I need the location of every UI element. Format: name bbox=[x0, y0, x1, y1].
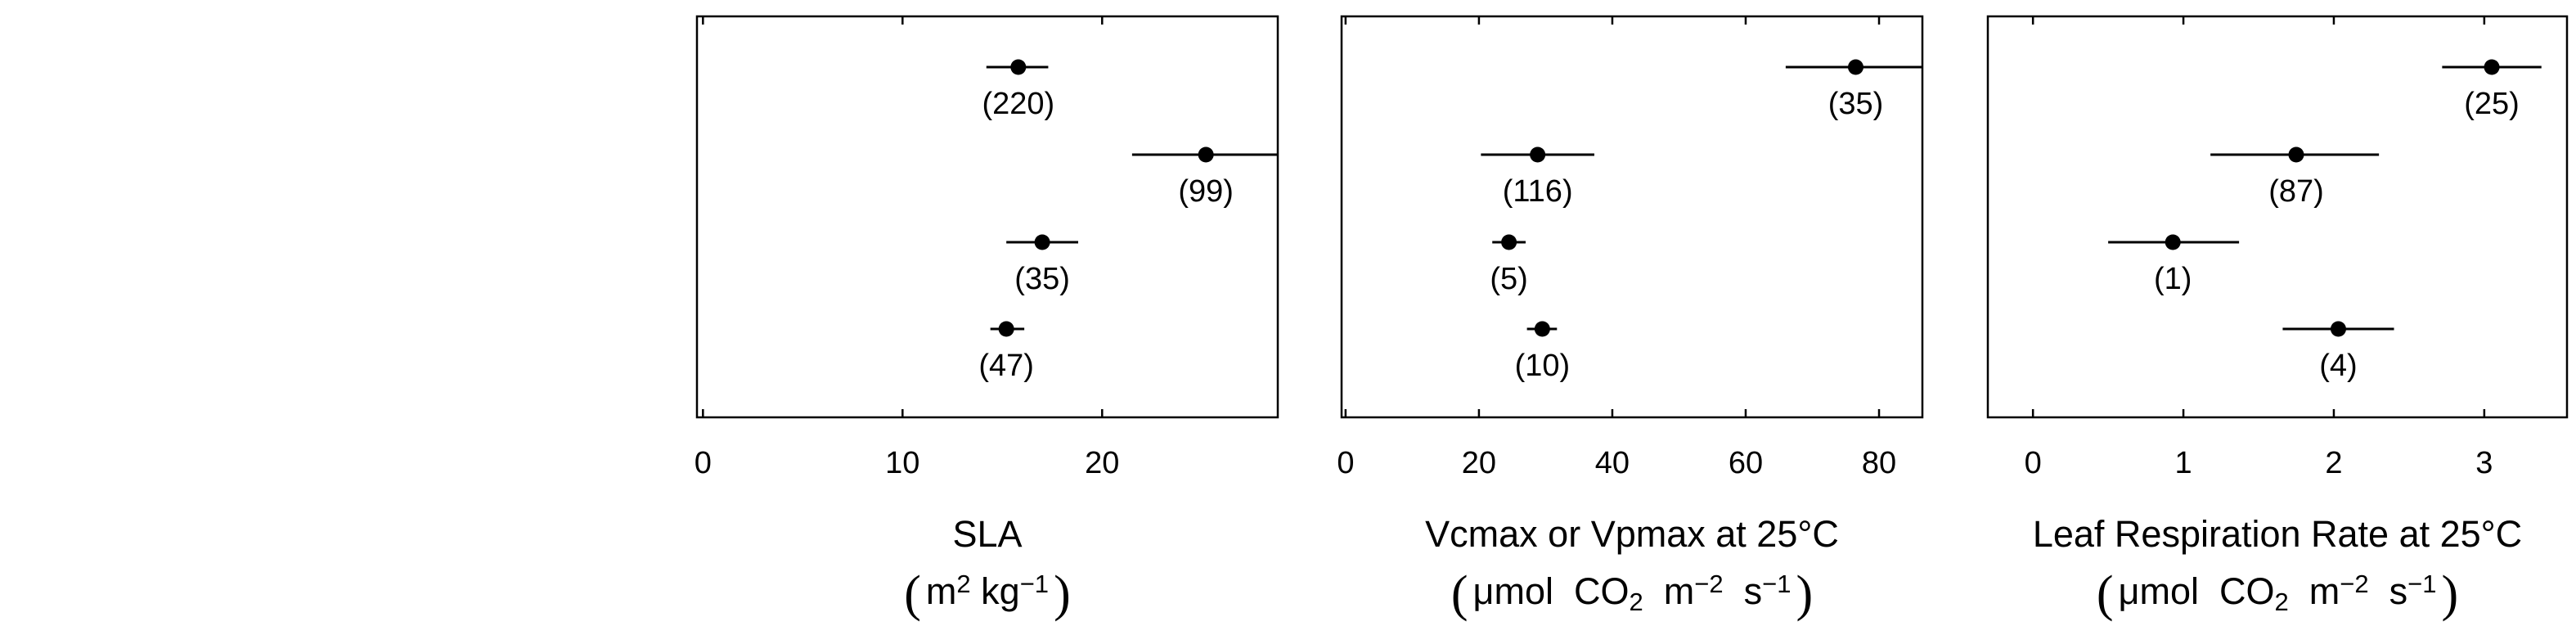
plot-frame bbox=[1340, 15, 1924, 419]
unit-part: −2 bbox=[2340, 570, 2368, 598]
panel-2: 0 20 40 60 80 (35) (116) (5) (10) Vcmax or Vpmax … bbox=[1337, 15, 1924, 622]
data-row-1: (220) bbox=[982, 59, 1054, 121]
data-point bbox=[1010, 59, 1027, 75]
unit-close-paren: ) bbox=[1054, 566, 1071, 622]
data-point bbox=[1501, 234, 1517, 250]
data-point bbox=[1198, 146, 1214, 163]
x-axis-unit: (m2 kg−1) bbox=[904, 566, 1070, 622]
sample-size-label: (1) bbox=[2154, 262, 2192, 296]
data-point bbox=[2288, 146, 2304, 163]
sample-size-label: (99) bbox=[1178, 174, 1234, 209]
unit-close-paren: ) bbox=[1796, 566, 1813, 622]
x-axis-label: Vcmax or Vpmax at 25°C bbox=[1425, 513, 1839, 555]
x-tick-label: 40 bbox=[1595, 446, 1630, 480]
unit-close-paren: ) bbox=[2441, 566, 2458, 622]
sample-size-label: (47) bbox=[978, 349, 1034, 383]
x-tick-label: 1 bbox=[2174, 446, 2192, 480]
panel-3: 0 1 2 3 (25) (87) (1) (4) Leaf Respiration Rate … bbox=[1986, 15, 2569, 622]
data-row-1: (35) bbox=[1785, 59, 1922, 121]
sample-size-label: (35) bbox=[1828, 87, 1884, 121]
x-tick-label: 0 bbox=[1337, 446, 1354, 480]
unit-part: μmol CO bbox=[1473, 570, 1630, 612]
data-row-3: (5) bbox=[1490, 234, 1528, 296]
data-point bbox=[1847, 59, 1863, 75]
unit-part: −1 bbox=[1762, 570, 1791, 598]
unit-part: 2 bbox=[2274, 588, 2288, 616]
data-row-2: (116) bbox=[1481, 146, 1594, 209]
data-row-3: (35) bbox=[1006, 234, 1079, 296]
data-row-3: (1) bbox=[2108, 234, 2240, 296]
x-tick-label: 3 bbox=[2475, 446, 2493, 480]
unit-open-paren: ( bbox=[904, 566, 921, 622]
sample-size-label: (5) bbox=[1490, 262, 1527, 296]
sample-size-label: (4) bbox=[2319, 349, 2357, 383]
unit-open-paren: ( bbox=[1451, 566, 1468, 622]
x-axis-unit: (μmol CO2 m−2 s−1) bbox=[1451, 566, 1813, 622]
data-point bbox=[1034, 234, 1050, 250]
sample-size-label: (10) bbox=[1515, 349, 1571, 383]
x-tick-label: 0 bbox=[695, 446, 712, 480]
sample-size-label: (25) bbox=[2464, 87, 2520, 121]
data-point bbox=[2484, 59, 2500, 75]
unit-part: s bbox=[1724, 570, 1763, 612]
unit-part: 2 bbox=[1629, 588, 1643, 616]
data-point bbox=[1534, 321, 1550, 337]
unit-part: −1 bbox=[1020, 570, 1049, 598]
data-row-4: (10) bbox=[1515, 321, 1571, 383]
unit-part: m bbox=[2289, 570, 2340, 612]
data-point bbox=[998, 321, 1014, 337]
data-row-4: (47) bbox=[978, 321, 1034, 383]
plot-frame bbox=[1986, 15, 2569, 419]
data-point bbox=[2330, 321, 2346, 337]
panel-1: 0 10 20 (220) (99) (35) (47) SLA (m2 kg−1) bbox=[695, 15, 1279, 622]
unit-part: 2 bbox=[956, 570, 970, 598]
data-point bbox=[2165, 234, 2181, 250]
x-axis-label: SLA bbox=[952, 513, 1022, 555]
unit-part: −2 bbox=[1694, 570, 1723, 598]
sample-size-label: (220) bbox=[982, 87, 1054, 121]
x-tick-label: 20 bbox=[1462, 446, 1496, 480]
data-row-2: (87) bbox=[2210, 146, 2380, 209]
unit-part: m bbox=[1643, 570, 1695, 612]
unit-part: m bbox=[926, 570, 957, 612]
unit-text: m2 kg−1 bbox=[926, 570, 1049, 612]
unit-text: μmol CO2 m−2 s−1 bbox=[2119, 570, 2437, 616]
sample-size-label: (116) bbox=[1503, 174, 1573, 209]
x-tick-label: 10 bbox=[885, 446, 919, 480]
x-tick-label: 0 bbox=[2025, 446, 2042, 480]
x-axis-label: Leaf Respiration Rate at 25°C bbox=[2033, 513, 2522, 555]
unit-part: kg bbox=[971, 570, 1020, 612]
data-row-4: (4) bbox=[2282, 321, 2394, 383]
sample-size-label: (87) bbox=[2268, 174, 2324, 209]
unit-text: μmol CO2 m−2 s−1 bbox=[1473, 570, 1792, 616]
unit-open-paren: ( bbox=[2097, 566, 2114, 622]
x-axis-unit: (μmol CO2 m−2 s−1) bbox=[2097, 566, 2458, 622]
x-tick-label: 2 bbox=[2325, 446, 2342, 480]
x-tick-label: 80 bbox=[1862, 446, 1896, 480]
data-row-1: (25) bbox=[2442, 59, 2542, 121]
x-tick-label: 60 bbox=[1729, 446, 1763, 480]
sample-size-label: (35) bbox=[1014, 262, 1070, 296]
data-point bbox=[1530, 146, 1546, 163]
unit-part: −1 bbox=[2407, 570, 2436, 598]
unit-part: μmol CO bbox=[2119, 570, 2275, 612]
data-row-2: (99) bbox=[1131, 146, 1278, 209]
plot-frame bbox=[695, 15, 1279, 419]
x-tick-label: 20 bbox=[1085, 446, 1119, 480]
unit-part: s bbox=[2369, 570, 2408, 612]
